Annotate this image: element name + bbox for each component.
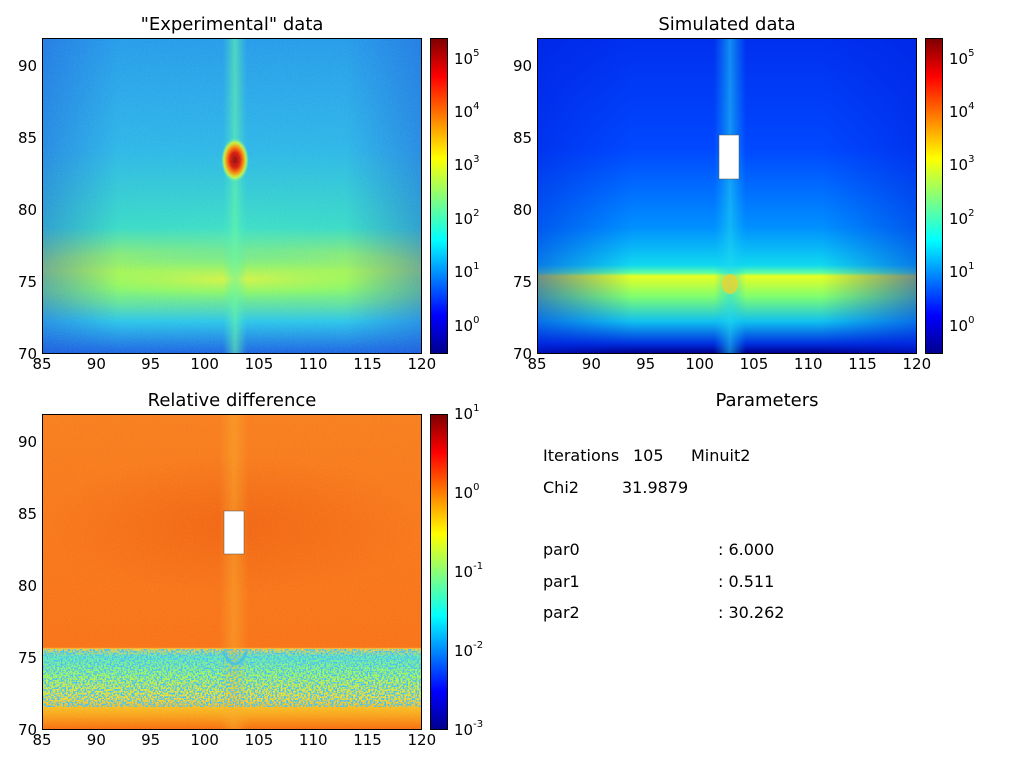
x-tick-label: 115 [353, 731, 382, 749]
masked-region-simulated [718, 134, 740, 180]
masked-region-relative-difference [223, 510, 245, 555]
y-tick-label: 70 [18, 720, 38, 739]
x-tick-label: 105 [244, 355, 274, 373]
x-tick-label: 115 [353, 355, 382, 373]
x-tick-label: 105 [739, 355, 769, 373]
x-tick-label: 90 [86, 355, 106, 373]
colorbar-tick-label: 10-1 [454, 560, 484, 581]
colorbar-tick-label: 10-3 [454, 718, 484, 739]
heatmap-relative-difference-image [43, 415, 421, 729]
param-value: : 0.511 [718, 572, 775, 591]
colorbar-relative-difference [430, 414, 448, 730]
x-tick-label: 110 [793, 355, 823, 373]
colorbar-tick-label: 101 [949, 261, 975, 282]
parameters-title: Parameters [715, 390, 819, 411]
colorbar-tick-label: 104 [454, 101, 480, 122]
colorbar-tick-label: 105 [949, 47, 975, 68]
x-tick-label: 100 [190, 731, 219, 749]
y-tick-label: 85 [18, 505, 38, 524]
colorbar-tick-label: 100 [454, 481, 480, 502]
y-tick-label: 90 [18, 57, 38, 76]
x-tick-label: 95 [636, 355, 656, 373]
colorbar-tick-label: 101 [454, 261, 480, 282]
chi2-value: 31.9879 [622, 478, 689, 497]
colorbar-tick-label: 100 [949, 314, 975, 335]
param-name: par1 [543, 572, 580, 591]
colorbar-simulated [925, 38, 943, 354]
panel-title-experimental: "Experimental" data [140, 14, 324, 35]
x-tick-label: 115 [848, 355, 877, 373]
x-tick-label: 85 [527, 355, 547, 373]
y-tick-label: 80 [513, 200, 533, 219]
heatmap-experimental-image [43, 39, 421, 353]
y-tick-label: 90 [513, 57, 533, 76]
param-value: : 30.262 [718, 603, 785, 622]
colorbar-tick-label: 102 [949, 207, 975, 228]
colorbar-tick-label: 104 [949, 101, 975, 122]
param-value: : 6.000 [718, 540, 775, 559]
heatmap-experimental [42, 38, 422, 354]
x-tick-label: 90 [86, 731, 106, 749]
y-tick-label: 85 [18, 129, 38, 148]
x-tick-label: 85 [32, 355, 52, 373]
x-tick-label: 110 [298, 731, 328, 749]
x-tick-label: 90 [581, 355, 601, 373]
x-tick-label: 120 [407, 355, 437, 373]
x-tick-label: 95 [141, 731, 161, 749]
panel-title-simulated: Simulated data [658, 14, 796, 35]
heatmap-simulated [537, 38, 917, 354]
x-tick-label: 95 [141, 355, 161, 373]
colorbar-experimental [430, 38, 448, 354]
y-tick-label: 80 [18, 200, 38, 219]
colorbar-tick-label: 103 [454, 154, 480, 175]
heatmap-relative-difference [42, 414, 422, 730]
y-tick-label: 75 [18, 272, 38, 291]
x-tick-label: 110 [298, 355, 328, 373]
y-tick-label: 75 [513, 272, 533, 291]
minimizer-name: Minuit2 [691, 446, 751, 465]
param-name: par0 [543, 540, 580, 559]
iterations-value: 105 [633, 446, 664, 465]
colorbar-tick-label: 102 [454, 207, 480, 228]
x-tick-label: 100 [685, 355, 714, 373]
x-tick-label: 85 [32, 731, 52, 749]
colorbar-tick-label: 10-2 [454, 639, 484, 660]
colorbar-tick-label: 100 [454, 314, 480, 335]
y-tick-label: 85 [513, 129, 533, 148]
panel-title-relative-difference: Relative difference [147, 390, 317, 411]
x-tick-label: 120 [902, 355, 932, 373]
param-name: par2 [543, 603, 580, 622]
y-tick-label: 70 [513, 344, 533, 363]
y-tick-label: 75 [18, 648, 38, 667]
y-tick-label: 80 [18, 576, 38, 595]
colorbar-tick-label: 103 [949, 154, 975, 175]
y-tick-label: 90 [18, 433, 38, 452]
colorbar-tick-label: 101 [454, 402, 480, 423]
x-tick-label: 120 [407, 731, 437, 749]
iterations-label: Iterations [543, 446, 620, 465]
x-tick-label: 100 [190, 355, 219, 373]
chi2-label: Chi2 [543, 478, 579, 497]
y-tick-label: 70 [18, 344, 38, 363]
x-tick-label: 105 [244, 731, 274, 749]
colorbar-tick-label: 105 [454, 47, 480, 68]
heatmap-simulated-image [538, 39, 916, 353]
